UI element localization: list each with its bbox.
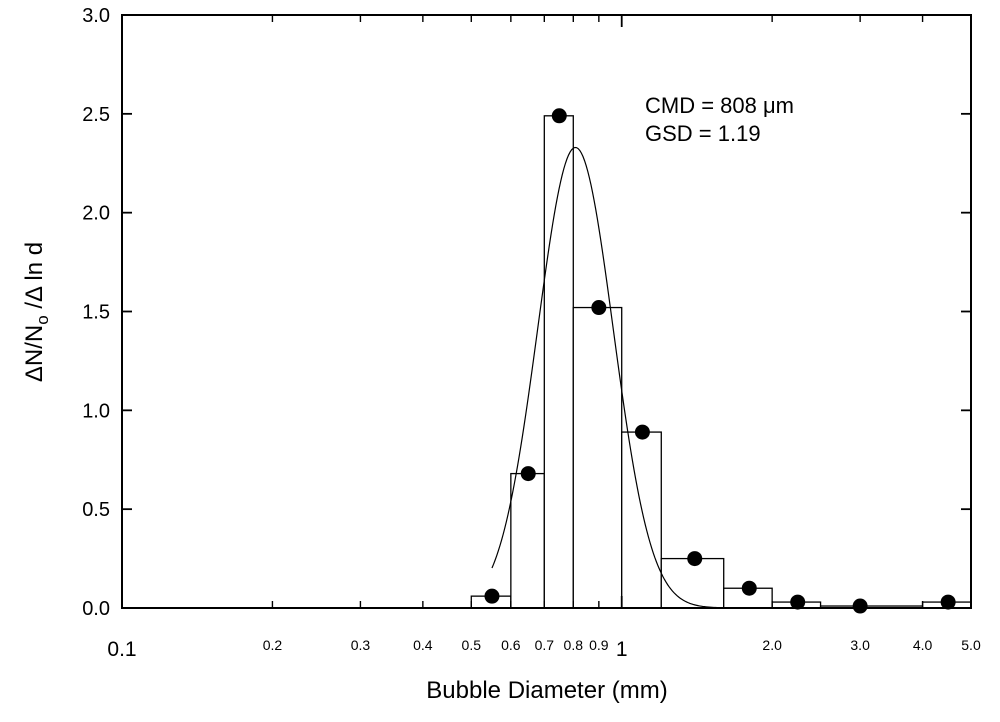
x-minor-tick-label-7: 0.9 <box>589 637 609 653</box>
x-minor-tick-label-2: 0.4 <box>413 637 433 653</box>
x-minor-tick-label-11: 5.0 <box>961 637 981 653</box>
data-point-6 <box>741 580 757 596</box>
y-tick-label-4: 2.0 <box>82 203 110 225</box>
tick-labels: 0.0 0.5 1.0 1.5 2.0 2.5 3.0 0.1 1 0.2 0.3 0.4 0.5 0.6… <box>82 5 981 661</box>
x-major-tick-label-0: 0.1 <box>107 638 136 661</box>
axes <box>121 14 972 609</box>
y-axis-title: ΔN/No /Δ ln d <box>21 242 52 382</box>
data-points <box>484 108 956 614</box>
x-minor-tick-label-3: 0.5 <box>462 637 482 653</box>
data-point-4 <box>634 424 650 440</box>
x-minor-tick-label-4: 0.6 <box>501 637 521 653</box>
histogram-bar-1 <box>510 472 545 609</box>
y-tick-label-0: 0.0 <box>82 598 110 620</box>
y-tick-label-2: 1.0 <box>82 400 110 422</box>
histogram-bars <box>470 115 972 609</box>
histogram-bar-4 <box>621 431 662 609</box>
histogram-bar-5 <box>660 557 725 609</box>
data-point-2 <box>551 108 567 124</box>
data-point-3 <box>591 300 607 316</box>
x-minor-tick-label-8: 2.0 <box>762 637 782 653</box>
x-minor-tick-label-9: 3.0 <box>850 637 870 653</box>
x-minor-tick-label-0: 0.2 <box>263 637 283 653</box>
y-tick-label-5: 2.5 <box>82 104 110 126</box>
annotation-0: CMD = 808 μm <box>645 93 794 118</box>
data-point-9 <box>940 594 956 610</box>
y-tick-label-3: 1.5 <box>82 302 110 324</box>
x-minor-tick-label-6: 0.8 <box>564 637 584 653</box>
x-axis-title: Bubble Diameter (mm) <box>426 677 667 704</box>
x-minor-tick-label-5: 0.7 <box>535 637 555 653</box>
data-point-1 <box>520 466 536 482</box>
data-point-0 <box>484 588 500 604</box>
x-major-tick-label-1: 1 <box>616 638 628 661</box>
x-minor-tick-label-10: 4.0 <box>913 637 933 653</box>
data-point-5 <box>687 551 703 567</box>
annotation-1: GSD = 1.19 <box>645 121 761 146</box>
annotations: CMD = 808 μm GSD = 1.19 <box>645 93 794 146</box>
y-tick-label-6: 3.0 <box>82 5 110 27</box>
y-tick-label-1: 0.5 <box>82 499 110 521</box>
x-minor-tick-label-1: 0.3 <box>351 637 371 653</box>
histogram-bar-3 <box>572 306 623 609</box>
data-point-7 <box>790 594 806 610</box>
